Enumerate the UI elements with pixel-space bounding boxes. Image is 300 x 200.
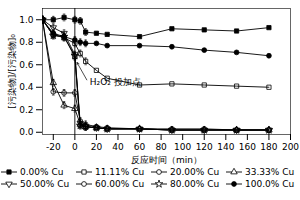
svg-text:140: 140 xyxy=(217,142,234,152)
svg-text:160: 160 xyxy=(239,142,256,152)
html-text:33.33% Cu: 33.33% Cu xyxy=(245,167,295,177)
svg-text:0.2: 0.2 xyxy=(19,105,33,115)
svg-text:60: 60 xyxy=(134,142,146,152)
svg-text:[污染物]/[污染物]₀: [污染物]/[污染物]₀ xyxy=(7,34,17,109)
svg-text:0: 0 xyxy=(72,142,78,152)
svg-text:0.6: 0.6 xyxy=(19,60,34,70)
svg-text:200: 200 xyxy=(282,142,299,152)
svg-text:40: 40 xyxy=(112,142,124,152)
svg-text:20: 20 xyxy=(91,142,103,152)
svg-text:0.8: 0.8 xyxy=(19,37,34,47)
html-text:0.00% Cu: 0.00% Cu xyxy=(20,167,64,177)
svg-text:1.0: 1.0 xyxy=(19,15,34,25)
html-text:20.00% Cu: 20.00% Cu xyxy=(170,167,220,177)
html-text:11.11% Cu: 11.11% Cu xyxy=(95,167,145,177)
svg-text:-20: -20 xyxy=(46,142,61,152)
svg-text:H₂O₂ 投加点: H₂O₂ 投加点 xyxy=(90,77,141,87)
html-text:60.00% Cu: 60.00% Cu xyxy=(95,179,145,189)
html-text:100.0% Cu: 100.0% Cu xyxy=(245,179,295,189)
svg-text:100: 100 xyxy=(174,142,191,152)
svg-text:180: 180 xyxy=(260,142,277,152)
html-text:50.00% Cu: 50.00% Cu xyxy=(20,179,70,189)
svg-text:120: 120 xyxy=(196,142,213,152)
svg-text:反应时间（min）: 反应时间（min） xyxy=(131,155,202,165)
svg-text:0.0: 0.0 xyxy=(19,127,34,137)
svg-text:80: 80 xyxy=(155,142,167,152)
svg-text:0.4: 0.4 xyxy=(19,82,34,92)
html-text:80.00% Cu: 80.00% Cu xyxy=(170,179,220,189)
